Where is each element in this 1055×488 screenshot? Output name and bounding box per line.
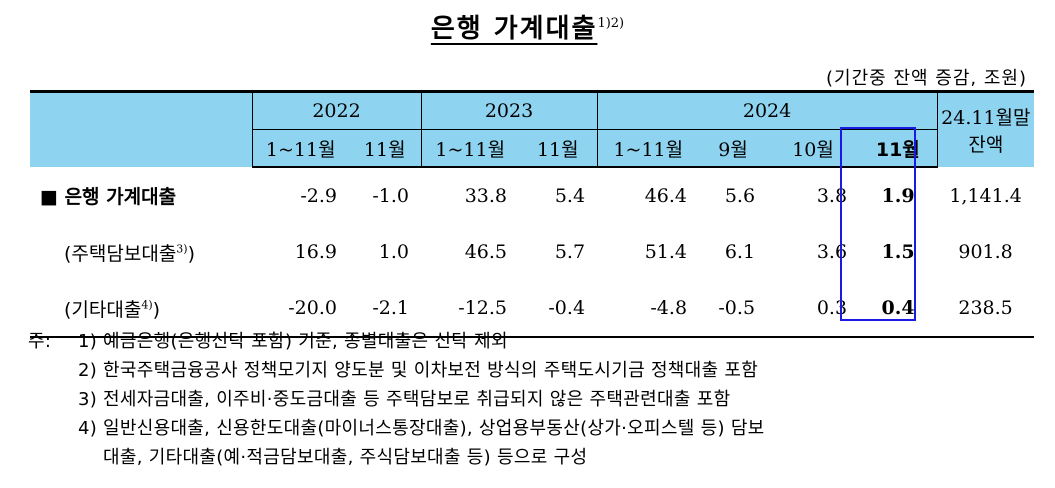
header-year-2024: 2024 — [596, 90, 938, 130]
cell-highlight: 1.5 — [881, 241, 915, 263]
cell: -0.4 — [519, 280, 598, 338]
cell: -20.0 — [252, 280, 349, 338]
cell: -0.5 — [699, 280, 768, 338]
footnote-continuation: 대출, 기타대출(예·적금담보대출, 주식담보대출 등) 등으로 구성 — [103, 447, 588, 468]
footnote-item: 2) 한국주택금융공사 정책모기지 양도분 및 이차보전 방식의 주택도시기금 … — [78, 360, 759, 381]
table-row: ■ 은행 가계대출 -2.9 -1.0 33.8 5.4 46.4 5.6 3.… — [30, 167, 1034, 224]
cell: 33.8 — [464, 185, 508, 207]
row-label: (주택담보대출3)) — [64, 242, 196, 265]
cell-balance: 238.5 — [937, 280, 1035, 338]
header-corner — [30, 90, 252, 167]
balance-label: 24.11월말 — [941, 107, 1031, 129]
header-year-2022: 2022 — [251, 90, 422, 130]
header-period: 1~11월 — [596, 129, 700, 168]
cell: 3.6 — [816, 241, 848, 263]
table-row: (기타대출4)) -20.0 -2.1 -12.5 -0.4 -4.8 -0.5… — [30, 280, 1035, 338]
cell: 5.4 — [554, 185, 586, 207]
cell: -1.0 — [372, 185, 410, 207]
table-row: (주택담보대출3)) 16.9 1.0 46.5 5.7 51.4 6.1 3.… — [30, 224, 1034, 280]
footnote-item: 주: 1) 예금은행(은행신탁 포함) 기준, 종별대출은 신탁 제외 — [28, 327, 1038, 356]
header-balance: 24.11월말 잔액 — [936, 90, 1035, 167]
cell: -4.8 — [597, 280, 700, 338]
cell: 16.9 — [294, 241, 337, 263]
row-label: (기타대출4)) — [30, 280, 252, 338]
balance-label-2: 잔액 — [968, 134, 1004, 156]
cell-highlight: 1.9 — [881, 185, 915, 207]
cell: 0.3 — [767, 280, 860, 338]
header-period: 1~11월 — [251, 129, 349, 168]
cell-balance: 901.8 — [958, 241, 1013, 263]
footnotes: 주: 1) 예금은행(은행신탁 포함) 기준, 종별대출은 신탁 제외 2) 한… — [28, 327, 1038, 472]
header-year-2023: 2023 — [420, 90, 598, 130]
loan-table: 2022 2023 2024 24.11월말 잔액 1~11월 11월 1~11… — [30, 90, 1035, 338]
page-title: 은행 가계대출1)2) — [0, 8, 1055, 45]
footnote-prefix: 주: — [28, 331, 52, 352]
footnote-item: 3) 전세자금대출, 이주비·중도금대출 등 주택담보로 취급되지 않은 주택관… — [78, 389, 731, 410]
cell-balance: 1,141.4 — [949, 184, 1022, 207]
cell: -2.9 — [300, 185, 337, 207]
cell: 1.0 — [378, 241, 410, 263]
cell: 5.6 — [724, 185, 756, 207]
header-period: 11월 — [349, 129, 422, 168]
row-label: ■ 은행 가계대출 — [40, 186, 177, 208]
footnote-item: 4) 일반신용대출, 신용한도대출(마이너스통장대출), 상업용부동산(상가·오… — [78, 418, 765, 439]
cell: 3.8 — [816, 185, 848, 207]
cell: -2.1 — [349, 280, 422, 338]
header-period-highlight: 11월 — [859, 129, 938, 168]
cell: -12.5 — [421, 280, 520, 338]
cell: 51.4 — [644, 241, 688, 263]
cell: 46.4 — [644, 185, 688, 207]
cell: 5.7 — [554, 241, 586, 263]
unit-note: (기간중 잔액 증감, 조원) — [826, 68, 1027, 89]
cell-highlight: 0.4 — [859, 280, 938, 338]
header-period: 11월 — [519, 129, 598, 168]
cell: 6.1 — [724, 241, 756, 263]
header-period: 10월 — [767, 129, 860, 168]
header-period: 9월 — [699, 129, 768, 168]
title-text: 은행 가계대출 — [430, 14, 598, 44]
title-footnote-ref: 1)2) — [597, 16, 625, 31]
cell: 46.5 — [464, 241, 508, 263]
header-period: 1~11월 — [420, 129, 520, 168]
